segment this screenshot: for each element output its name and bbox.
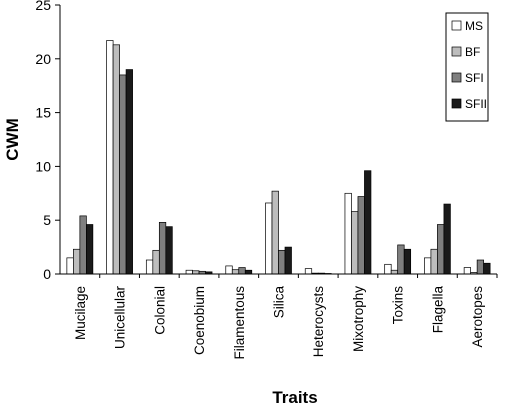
bar-sfi-mucilage: [79, 215, 87, 275]
y-tick-label: 10: [35, 158, 51, 174]
y-tick-label: 5: [43, 212, 51, 228]
x-category-label: Toxins: [391, 286, 406, 325]
bar-ms-mixotrophy: [344, 192, 352, 275]
legend-label-bf: BF: [465, 45, 480, 59]
bar-bf-mixotrophy: [351, 211, 359, 275]
bar-bf-mucilage: [73, 248, 81, 275]
bar-ms-flagella: [424, 257, 432, 275]
bar-sfi-filamentous: [238, 267, 246, 275]
bar-sfi-colonial: [158, 222, 167, 275]
legend-swatch-sfi: [451, 72, 462, 83]
x-category-label: Mucilage: [73, 286, 88, 340]
bar-sfii-flagella: [443, 203, 451, 275]
legend: MS BF SFI SFII: [445, 12, 489, 122]
bar-sfii-silica: [284, 246, 292, 275]
bar-ms-mucilage: [66, 257, 74, 275]
legend-label-ms: MS: [465, 19, 483, 33]
bar-sfii-filamentous: [244, 269, 253, 275]
x-category-label: Heterocysts: [311, 286, 326, 358]
bar-sfii-colonial: [165, 226, 173, 275]
y-axis-title: CWM: [3, 118, 22, 160]
bar-sfii-unicellular: [125, 69, 133, 275]
bar-sfi-toxins: [397, 244, 405, 275]
x-category-label: Aerotopes: [470, 286, 485, 348]
bar-bf-toxins: [390, 269, 399, 275]
bar-bf-filamentous: [231, 269, 240, 275]
bar-sfi-mixotrophy: [357, 196, 365, 275]
bar-ms-toxins: [384, 263, 392, 275]
bar-sfi-silica: [278, 249, 286, 275]
y-tick-label: 20: [35, 51, 51, 67]
x-category-label: Filamentous: [232, 286, 247, 360]
bar-bf-flagella: [430, 248, 438, 275]
bar-ms-coenobium: [185, 269, 193, 275]
legend-label-sfi: SFI: [465, 71, 484, 85]
bar-bf-unicellular: [112, 44, 120, 275]
bar-sfii-mixotrophy: [364, 170, 372, 275]
x-category-label: Mixotrophy: [351, 286, 366, 352]
bar-ms-aerotopes: [463, 267, 471, 275]
y-tick-label: 15: [35, 105, 51, 121]
x-category-label: Colonial: [152, 286, 167, 335]
y-axis-ticks: 0 5 10 15 20 25: [35, 0, 60, 282]
x-category-label: Coenobium: [192, 286, 207, 355]
bar-sfi-unicellular: [119, 74, 127, 275]
x-axis-title: Traits: [272, 388, 317, 407]
bar-ms-filamentous: [225, 265, 233, 275]
bar-sfii-aerotopes: [483, 262, 491, 275]
y-tick-label: 0: [43, 266, 51, 282]
legend-label-sfii: SFII: [465, 97, 487, 111]
bar-ms-colonial: [145, 259, 154, 275]
legend-swatch-bf: [451, 46, 462, 57]
bar-ms-silica: [265, 202, 273, 275]
bar-sfii-mucilage: [86, 224, 94, 275]
x-axis-category-labels: Mucilage Unicellular Colonial Coenobium Fila…: [73, 286, 485, 360]
bar-bf-colonial: [152, 249, 160, 275]
bar-sfi-flagella: [437, 224, 445, 275]
bar-bf-silica: [271, 190, 279, 275]
bar-sfii-toxins: [403, 248, 412, 275]
bar-ms-heterocysts: [304, 268, 313, 275]
bar-ms-unicellular: [106, 40, 114, 275]
bars: [66, 40, 498, 278]
legend-swatch-sfii: [451, 98, 462, 109]
legend-swatch-ms: [451, 20, 462, 31]
bar-sfi-aerotopes: [476, 259, 484, 275]
x-category-label: Flagella: [430, 286, 445, 334]
x-category-label: Silica: [272, 286, 287, 319]
x-category-label: Unicellular: [113, 286, 128, 350]
y-tick-label: 25: [35, 0, 51, 13]
